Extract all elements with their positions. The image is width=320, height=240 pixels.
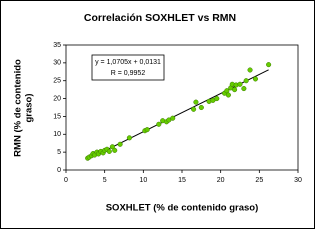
data-point bbox=[241, 86, 247, 92]
chart-title: Correlación SOXHLET vs RMN bbox=[84, 12, 236, 24]
x-axis-label: SOXHLET (% de contenido graso) bbox=[106, 203, 259, 214]
data-point bbox=[198, 104, 204, 111]
chart-frame bbox=[0, 0, 315, 229]
x-tick-label: 30 bbox=[294, 177, 302, 184]
data-point bbox=[170, 115, 176, 121]
y-tick-label: 30 bbox=[53, 60, 61, 67]
data-point bbox=[191, 106, 197, 112]
data-point bbox=[109, 144, 115, 150]
page: {"chart_data": {"type": "scatter", "titl… bbox=[0, 0, 315, 229]
data-point bbox=[225, 92, 231, 98]
data-point bbox=[144, 127, 150, 133]
trendline-equation: y = 1,0705x + 0,0131 bbox=[95, 59, 161, 66]
data-point bbox=[266, 62, 272, 68]
y-tick-label: 10 bbox=[53, 131, 61, 138]
x-tick-label: 25 bbox=[255, 177, 263, 184]
data-point bbox=[232, 87, 238, 93]
x-tick-label: 0 bbox=[64, 177, 68, 184]
y-tick-label: 20 bbox=[53, 95, 61, 102]
y-tick-label: 25 bbox=[53, 78, 61, 85]
data-point bbox=[106, 148, 112, 154]
x-tick-label: 10 bbox=[139, 177, 147, 184]
chart: Correlación SOXHLET vs RMN SOXHLET (% de… bbox=[0, 0, 315, 229]
y-tick-label: 5 bbox=[57, 149, 61, 156]
data-point bbox=[193, 99, 199, 105]
data-point bbox=[224, 88, 230, 94]
data-point bbox=[156, 121, 162, 127]
x-tick-label: 5 bbox=[103, 177, 107, 184]
y-tick-label: 0 bbox=[57, 167, 61, 174]
data-point bbox=[247, 67, 253, 73]
trendline-r: R = 0,9952 bbox=[111, 70, 146, 77]
data-point bbox=[252, 76, 259, 82]
data-point bbox=[214, 96, 220, 102]
y-tick-label: 15 bbox=[53, 113, 61, 120]
y-axis-label: RMN (% de contenido bbox=[13, 59, 24, 157]
data-point bbox=[243, 78, 249, 84]
y-axis-label: graso) bbox=[24, 93, 35, 122]
y-tick-label: 35 bbox=[53, 42, 61, 49]
data-point bbox=[126, 135, 132, 141]
equation-box bbox=[91, 54, 165, 81]
x-tick-label: 15 bbox=[178, 177, 186, 184]
x-tick-label: 20 bbox=[217, 177, 225, 184]
data-point bbox=[112, 147, 118, 153]
data-point bbox=[237, 81, 243, 87]
data-point bbox=[117, 141, 123, 147]
